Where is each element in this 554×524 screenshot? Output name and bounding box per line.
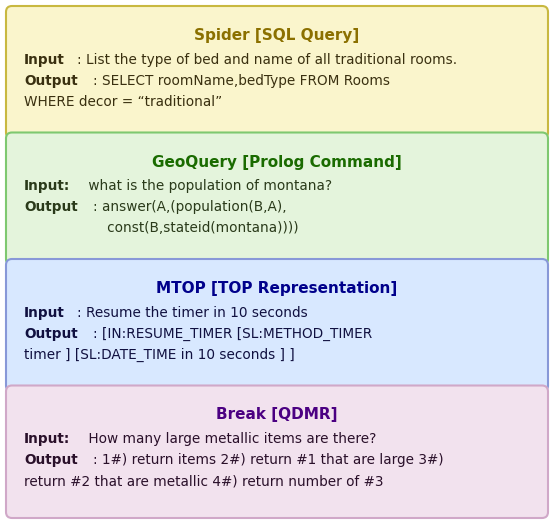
Text: : answer(A,(population(B,A),: : answer(A,(population(B,A), bbox=[94, 200, 287, 214]
Text: return #2 that are metallic 4#) return number of #3: return #2 that are metallic 4#) return n… bbox=[24, 474, 383, 488]
Text: : List the type of bed and name of all traditional rooms.: : List the type of bed and name of all t… bbox=[77, 52, 457, 67]
Text: : [IN:RESUME_TIMER [SL:METHOD_TIMER: : [IN:RESUME_TIMER [SL:METHOD_TIMER bbox=[94, 326, 373, 341]
Text: Input: Input bbox=[24, 305, 65, 320]
Text: Input: Input bbox=[24, 52, 65, 67]
Text: Break [QDMR]: Break [QDMR] bbox=[216, 408, 338, 422]
Text: : SELECT roomName,bedType FROM Rooms: : SELECT roomName,bedType FROM Rooms bbox=[94, 73, 391, 88]
Text: Input:: Input: bbox=[24, 432, 70, 446]
Text: WHERE decor = “traditional”: WHERE decor = “traditional” bbox=[24, 95, 222, 108]
Text: Spider [SQL Query]: Spider [SQL Query] bbox=[194, 28, 360, 43]
Text: : Resume the timer in 10 seconds: : Resume the timer in 10 seconds bbox=[77, 305, 307, 320]
Text: Output: Output bbox=[24, 200, 78, 214]
Text: MTOP [TOP Representation]: MTOP [TOP Representation] bbox=[156, 281, 398, 296]
Text: Output: Output bbox=[24, 326, 78, 341]
FancyBboxPatch shape bbox=[6, 6, 548, 138]
Text: : 1#) return items 2#) return #1 that are large 3#): : 1#) return items 2#) return #1 that ar… bbox=[94, 453, 444, 467]
Text: const(B,stateid(montana)))): const(B,stateid(montana)))) bbox=[24, 221, 299, 235]
Text: GeoQuery [Prolog Command]: GeoQuery [Prolog Command] bbox=[152, 155, 402, 169]
Text: How many large metallic items are there?: How many large metallic items are there? bbox=[84, 432, 376, 446]
Text: Input:: Input: bbox=[24, 179, 70, 193]
FancyBboxPatch shape bbox=[6, 386, 548, 518]
Text: what is the population of montana?: what is the population of montana? bbox=[84, 179, 332, 193]
Text: timer ] [SL:DATE_TIME in 10 seconds ] ]: timer ] [SL:DATE_TIME in 10 seconds ] ] bbox=[24, 348, 295, 362]
Text: Output: Output bbox=[24, 73, 78, 88]
FancyBboxPatch shape bbox=[6, 133, 548, 265]
FancyBboxPatch shape bbox=[6, 259, 548, 391]
Text: Output: Output bbox=[24, 453, 78, 467]
